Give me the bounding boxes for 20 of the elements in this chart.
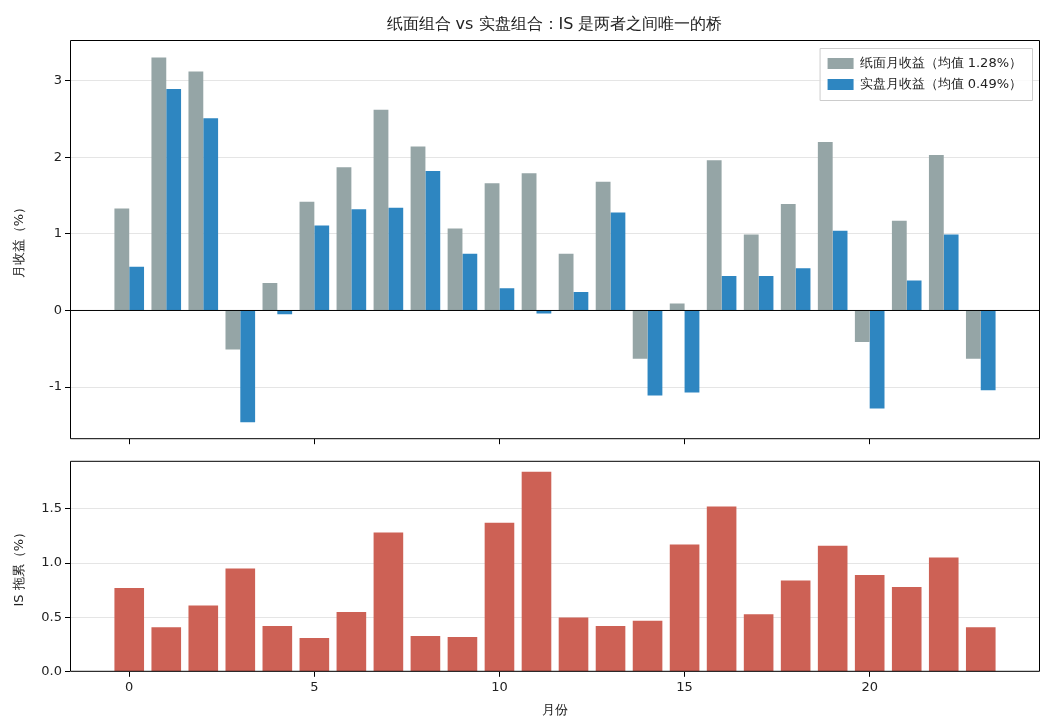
legend-label: 纸面月收益（均值 1.28%） xyxy=(859,55,1023,71)
y-tick-label: 0 xyxy=(53,301,62,317)
y-tick-label: 0.5 xyxy=(41,608,62,624)
x-tick-label: 0 xyxy=(125,678,134,694)
x-tick-label: 10 xyxy=(491,678,508,694)
y-tick-label: 1.5 xyxy=(41,500,62,516)
y-tick-label: -1 xyxy=(49,378,62,394)
y-tick-label: 2 xyxy=(53,148,62,164)
x-tick-label: 5 xyxy=(310,678,319,694)
x-tick-label: 15 xyxy=(676,678,693,694)
y-axis-title: IS 拖累（%） xyxy=(11,526,27,607)
chart-title: 纸面组合 vs 实盘组合：IS 是两者之间唯一的桥 xyxy=(385,14,724,35)
y-tick-label: 1 xyxy=(53,225,62,241)
x-tick-label: 20 xyxy=(861,678,878,694)
y-tick-label: 1.0 xyxy=(41,554,62,570)
legend-label: 实盘月收益（均值 0.49%） xyxy=(859,76,1023,92)
y-tick-label: 3 xyxy=(53,71,62,87)
x-axis-title: 月份 xyxy=(542,701,568,717)
y-tick-label: 0.0 xyxy=(41,663,62,679)
y-axis-title: 月收益（%） xyxy=(11,200,27,279)
